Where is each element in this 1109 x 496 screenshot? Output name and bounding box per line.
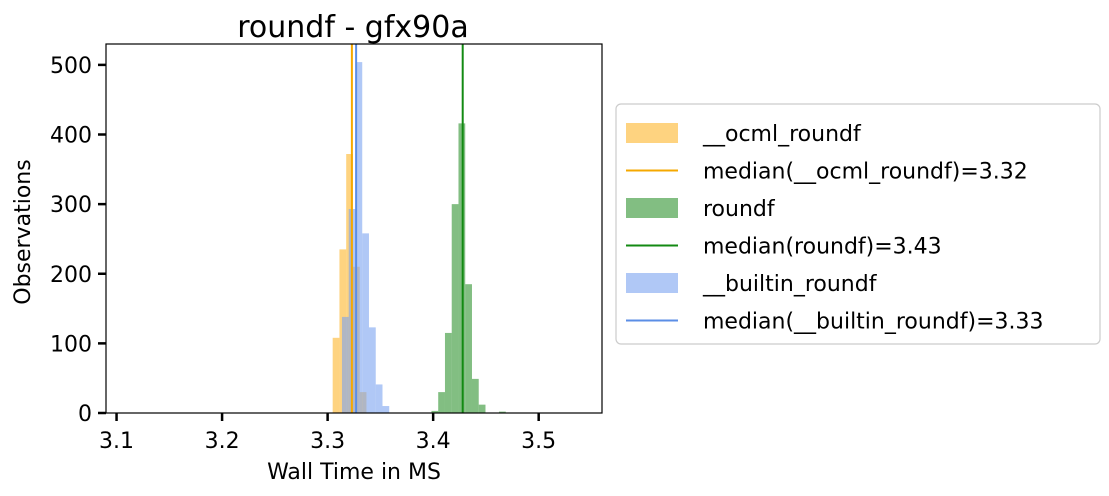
legend-label: __ocml_roundf <box>702 122 862 147</box>
bar-builtinroundf-6 <box>382 406 390 413</box>
bar-roundf-5 <box>465 284 472 413</box>
bar-builtinroundf-4 <box>368 327 376 413</box>
x-tick-label: 3.3 <box>310 429 345 454</box>
x-tick-label: 3.2 <box>205 429 240 454</box>
y-tick-label: 0 <box>78 402 92 427</box>
legend-swatch <box>626 198 678 218</box>
bars-layer <box>332 62 506 414</box>
bar-builtinroundf-3 <box>362 233 369 413</box>
bar-roundf-8 <box>499 411 506 413</box>
bar-builtinroundf-2 <box>355 62 363 413</box>
x-tick-label: 3.1 <box>99 429 134 454</box>
chart-title: roundf - gfx90a <box>237 10 468 45</box>
plot-frame <box>105 43 603 414</box>
legend-label: median(__ocml_roundf)=3.32 <box>703 160 1028 185</box>
y-axis-title: Observations <box>11 159 36 304</box>
bar-builtinroundf-5 <box>375 384 383 413</box>
bar-roundf-7 <box>478 404 486 413</box>
y-tick-label: 400 <box>50 124 92 149</box>
x-tick-label: 3.4 <box>416 429 451 454</box>
legend: __ocml_roundf median(__ocml_roundf)=3.32r… <box>615 103 1101 345</box>
legend-swatch <box>626 273 678 293</box>
bar-roundf-6 <box>471 378 479 413</box>
legend-items: __ocml_roundf median(__ocml_roundf)=3.32r… <box>626 122 1043 335</box>
y-tick-label: 500 <box>50 54 92 79</box>
bar-roundf-0 <box>431 410 439 413</box>
y-axis-ticks: 0 100 200 300 400 500 <box>50 54 106 427</box>
y-tick-label: 200 <box>50 263 92 288</box>
x-tick-label: 3.5 <box>521 429 556 454</box>
legend-frame <box>615 103 1101 345</box>
legend-label: roundf <box>703 197 776 222</box>
legend-label: __builtin_roundf <box>702 272 878 297</box>
bar-roundf-3 <box>451 204 459 413</box>
median-lines-layer <box>350 44 464 413</box>
x-axis-title: Wall Time in MS <box>267 460 441 485</box>
x-axis-ticks: 3.1 3.2 3.3 3.4 3.5 <box>99 413 556 454</box>
legend-swatch <box>626 123 678 143</box>
bar-roundf-2 <box>444 332 452 413</box>
bar-ocmlroundf-0 <box>332 337 340 413</box>
y-tick-label: 100 <box>50 332 92 357</box>
legend-label: median(roundf)=3.43 <box>703 235 942 260</box>
bar-builtinroundf-0 <box>341 316 349 413</box>
bar-roundf-1 <box>438 392 445 413</box>
legend-label: median(__builtin_roundf)=3.33 <box>703 310 1043 335</box>
y-tick-label: 300 <box>50 193 92 218</box>
